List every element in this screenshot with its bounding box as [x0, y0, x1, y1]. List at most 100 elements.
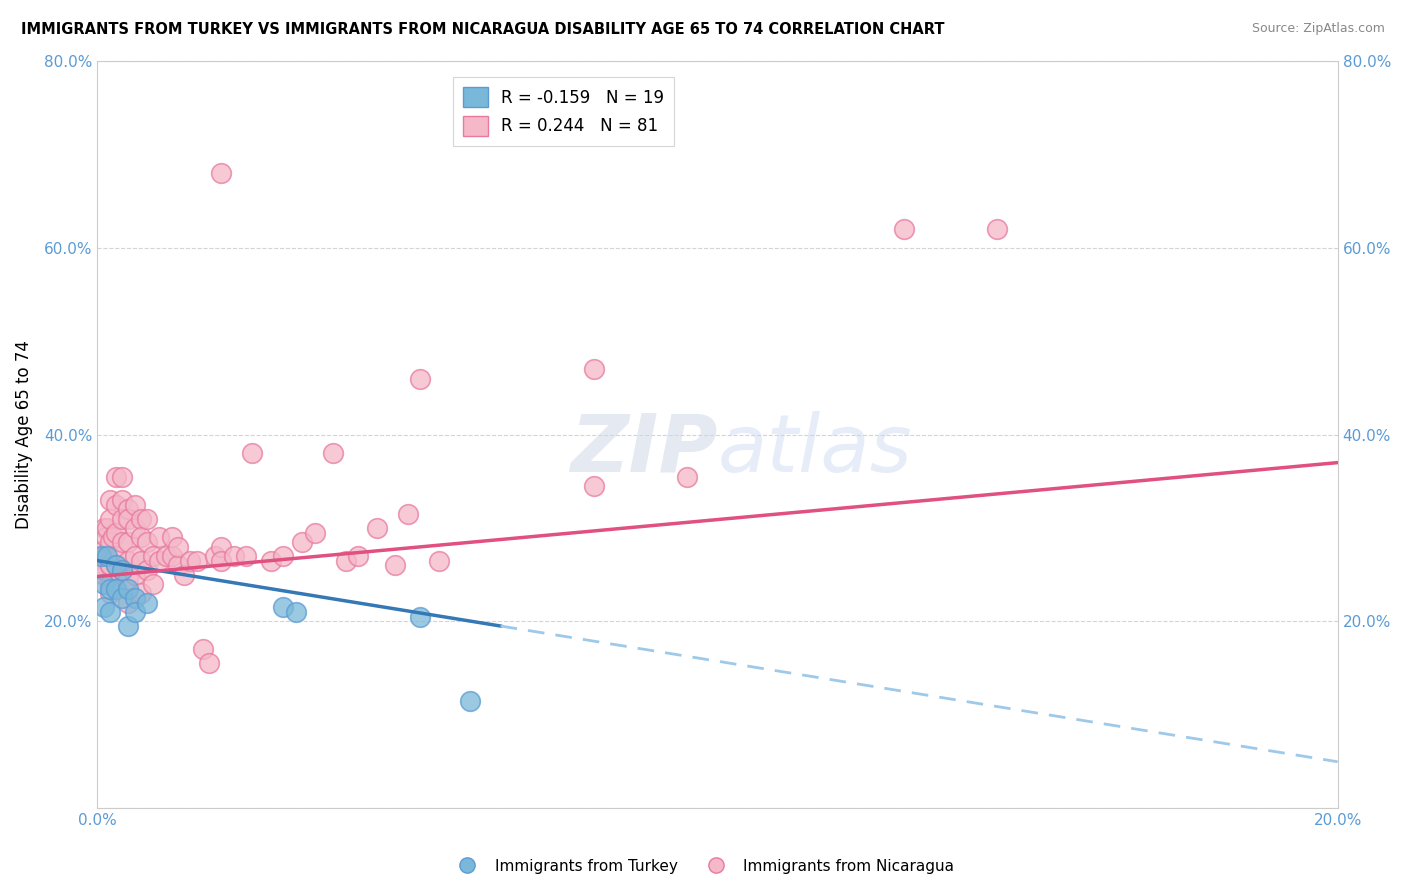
Point [148, 554, 170, 568]
Point [117, 502, 139, 516]
Point [582, 479, 605, 493]
Point [93, 600, 115, 615]
Point [96, 521, 118, 535]
Point [124, 521, 146, 535]
Point [90, 549, 112, 563]
Point [111, 535, 134, 549]
Point [204, 549, 226, 563]
Point [93, 567, 115, 582]
Point [111, 469, 134, 483]
Point [260, 554, 283, 568]
Point [111, 591, 134, 605]
Point [105, 549, 128, 563]
Y-axis label: Disability Age 65 to 74: Disability Age 65 to 74 [15, 340, 32, 529]
Text: ZIP: ZIP [571, 410, 717, 489]
Point [105, 558, 128, 573]
Point [98, 605, 121, 619]
Point [893, 222, 915, 236]
Text: Source: ZipAtlas.com: Source: ZipAtlas.com [1251, 22, 1385, 36]
Point [117, 554, 139, 568]
Point [335, 554, 357, 568]
Point [124, 591, 146, 605]
Point [986, 222, 1008, 236]
Point [273, 600, 295, 615]
Point [94, 530, 117, 544]
Text: IMMIGRANTS FROM TURKEY VS IMMIGRANTS FROM NICARAGUA DISABILITY AGE 65 TO 74 CORR: IMMIGRANTS FROM TURKEY VS IMMIGRANTS FRO… [21, 22, 945, 37]
Point [90, 549, 112, 563]
Point [111, 563, 134, 577]
Point [136, 511, 159, 525]
Point [105, 525, 128, 540]
Point [129, 511, 152, 525]
Point [98, 493, 121, 508]
Point [136, 596, 159, 610]
Legend: Immigrants from Turkey, Immigrants from Nicaragua: Immigrants from Turkey, Immigrants from … [446, 853, 960, 880]
Point [93, 563, 115, 577]
Point [98, 558, 121, 573]
Point [117, 582, 139, 596]
Point [284, 605, 307, 619]
Point [304, 525, 326, 540]
Point [98, 582, 121, 596]
Point [129, 586, 152, 600]
Point [458, 694, 481, 708]
Point [117, 511, 139, 525]
Point [117, 572, 139, 586]
Point [129, 530, 152, 544]
Point [675, 469, 697, 483]
Point [347, 549, 370, 563]
Point [136, 563, 159, 577]
Point [160, 530, 183, 544]
Point [105, 558, 128, 573]
Point [242, 446, 264, 460]
Point [111, 493, 134, 508]
Point [93, 577, 115, 591]
Point [409, 609, 432, 624]
Point [582, 362, 605, 376]
Point [148, 530, 170, 544]
Point [366, 521, 388, 535]
Point [105, 582, 128, 596]
Point [155, 549, 177, 563]
Point [186, 554, 208, 568]
Point [98, 586, 121, 600]
Point [167, 558, 190, 573]
Point [117, 535, 139, 549]
Point [142, 577, 165, 591]
Point [105, 469, 128, 483]
Point [384, 558, 406, 573]
Point [96, 549, 118, 563]
Point [98, 511, 121, 525]
Point [211, 166, 233, 180]
Point [117, 619, 139, 633]
Point [93, 549, 115, 563]
Point [111, 563, 134, 577]
Point [167, 540, 190, 554]
Point [235, 549, 257, 563]
Point [93, 521, 115, 535]
Point [322, 446, 344, 460]
Point [101, 530, 124, 544]
Point [409, 371, 432, 385]
Point [427, 554, 450, 568]
Point [179, 554, 201, 568]
Point [129, 554, 152, 568]
Point [93, 549, 115, 563]
Point [160, 549, 183, 563]
Point [211, 540, 233, 554]
Point [117, 596, 139, 610]
Point [124, 498, 146, 512]
Point [211, 554, 233, 568]
Point [124, 605, 146, 619]
Point [142, 549, 165, 563]
Point [198, 657, 221, 671]
Point [124, 567, 146, 582]
Point [291, 535, 314, 549]
Point [124, 549, 146, 563]
Point [98, 535, 121, 549]
Point [191, 642, 214, 657]
Point [273, 549, 295, 563]
Legend: R = -0.159   N = 19, R = 0.244   N = 81: R = -0.159 N = 19, R = 0.244 N = 81 [453, 77, 675, 146]
Point [90, 544, 112, 558]
Point [111, 511, 134, 525]
